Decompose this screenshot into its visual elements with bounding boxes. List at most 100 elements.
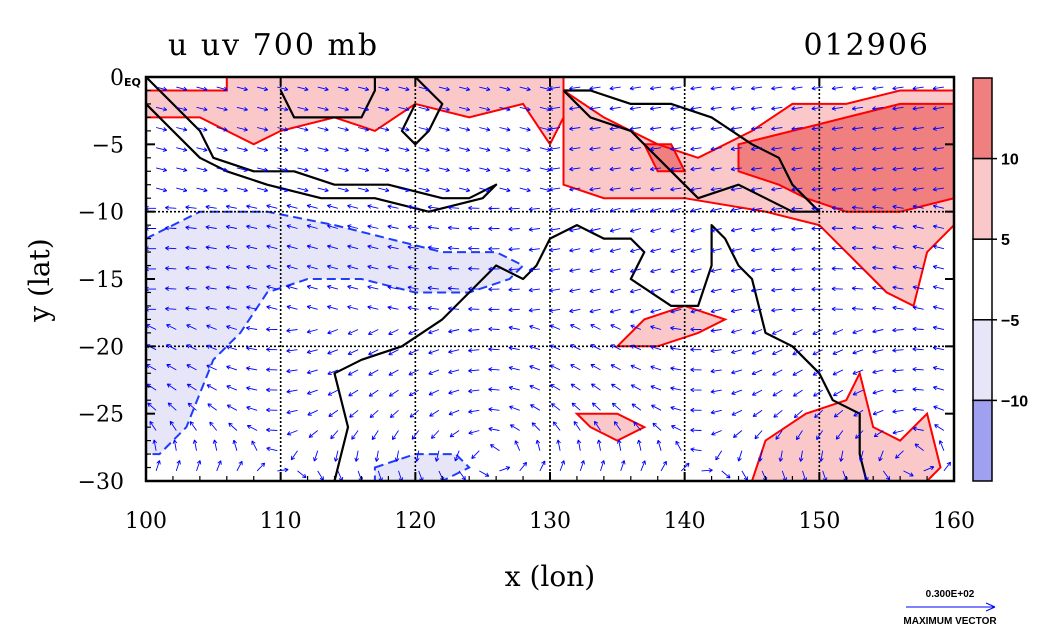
- wind-vector: [882, 470, 891, 481]
- wind-vector: [454, 450, 460, 462]
- wind-vector: [710, 85, 722, 91]
- wind-vector: [730, 247, 742, 253]
- wind-vector: [488, 206, 500, 211]
- wind-vector: [629, 126, 641, 131]
- wind-vector: [831, 306, 843, 312]
- wind-vector: [932, 345, 944, 351]
- wind-vector: [852, 349, 864, 355]
- wind-vector: [499, 86, 511, 92]
- colorbar: 10 5 −5 −10: [972, 77, 1028, 482]
- wind-vector: [912, 387, 924, 392]
- wind-vector: [488, 246, 500, 252]
- wind-vector: [519, 187, 531, 193]
- wind-vector: [812, 369, 823, 376]
- wind-vector: [528, 247, 540, 252]
- wind-vector: [690, 308, 702, 314]
- wind-vector: [468, 327, 480, 333]
- wind-vector: [730, 268, 742, 273]
- wind-vector: [327, 329, 339, 335]
- wind-vector: [297, 127, 309, 132]
- wind-vector: [710, 126, 722, 131]
- wind-vector: [629, 248, 642, 253]
- wind-vector: [225, 224, 237, 230]
- negative-region-0: [146, 211, 524, 455]
- wind-vector: [616, 439, 622, 451]
- wind-vector: [266, 407, 278, 413]
- wind-vector: [629, 85, 641, 91]
- wind-vector: [192, 439, 198, 451]
- wind-vector: [176, 147, 188, 152]
- wind-vector: [811, 126, 823, 131]
- wind-vector: [892, 368, 904, 373]
- wind-vector: [832, 369, 844, 376]
- wind-vector: [892, 224, 904, 230]
- wind-vector: [427, 265, 439, 271]
- wind-vector: [286, 328, 298, 333]
- wind-vector: [236, 127, 248, 132]
- wind-vector: [772, 369, 783, 376]
- wind-vector: [932, 244, 945, 250]
- x-tick-label-100: 100: [125, 509, 167, 534]
- wind-vector: [407, 265, 419, 270]
- wind-vector: [326, 305, 339, 310]
- wind-vector: [286, 284, 298, 290]
- wind-vector: [912, 224, 924, 230]
- wind-vector: [414, 450, 420, 462]
- wind-vector: [266, 204, 278, 209]
- wind-vector: [576, 439, 582, 451]
- wind-vector: [559, 460, 566, 472]
- wind-vector: [609, 166, 621, 172]
- wind-vector: [872, 328, 884, 334]
- wind-vector: [629, 288, 642, 294]
- wind-vector: [185, 265, 197, 271]
- wind-vector: [629, 207, 642, 213]
- positive-region-0: [146, 77, 564, 145]
- wind-vectors: [146, 85, 952, 481]
- wind-vector: [609, 106, 621, 111]
- positive-contour-4: [614, 304, 728, 348]
- wind-vector: [499, 466, 511, 472]
- wind-vector: [499, 106, 511, 112]
- wind-vector: [256, 127, 269, 132]
- x-tick-label-120: 120: [394, 509, 436, 534]
- wind-vector: [912, 305, 924, 310]
- wind-vector: [205, 225, 217, 230]
- wind-vector: [236, 187, 248, 193]
- wind-vector: [387, 305, 399, 310]
- wind-vector: [912, 204, 924, 209]
- wind-vector: [306, 389, 318, 395]
- wind-vector: [670, 288, 682, 294]
- wind-vector: [932, 264, 945, 270]
- coastline-sumatra-java: [146, 77, 498, 213]
- wind-vector: [246, 346, 258, 351]
- wind-vector: [758, 450, 763, 462]
- wind-vector: [447, 306, 460, 311]
- wind-vector: [590, 364, 601, 371]
- wind-vector: [878, 450, 884, 462]
- wind-vector: [176, 127, 188, 132]
- wind-vector: [872, 245, 884, 250]
- wind-vector: [398, 147, 410, 152]
- wind-vector: [710, 348, 722, 354]
- wind-vector: [793, 409, 803, 419]
- wind-vector: [589, 146, 601, 152]
- wind-vector: [610, 344, 621, 351]
- wind-vector: [186, 383, 197, 391]
- wind-vector: [730, 329, 743, 334]
- wind-vector: [308, 430, 318, 438]
- wind-vector: [306, 349, 318, 354]
- wind-vector: [411, 430, 420, 440]
- wind-vector: [590, 344, 601, 351]
- wind-vector: [932, 365, 945, 371]
- wind-vector: [337, 86, 349, 92]
- wind-vector: [246, 264, 258, 270]
- wind-vector: [166, 323, 177, 330]
- wind-vector: [872, 146, 884, 152]
- wind-vector: [633, 421, 642, 431]
- wind-vector: [872, 305, 884, 311]
- wind-vector: [226, 404, 238, 411]
- wind-vector: [731, 409, 743, 416]
- max-vector-caption: MAXIMUM VECTOR: [903, 616, 997, 627]
- wind-vector: [872, 349, 884, 354]
- wind-vector: [750, 85, 763, 91]
